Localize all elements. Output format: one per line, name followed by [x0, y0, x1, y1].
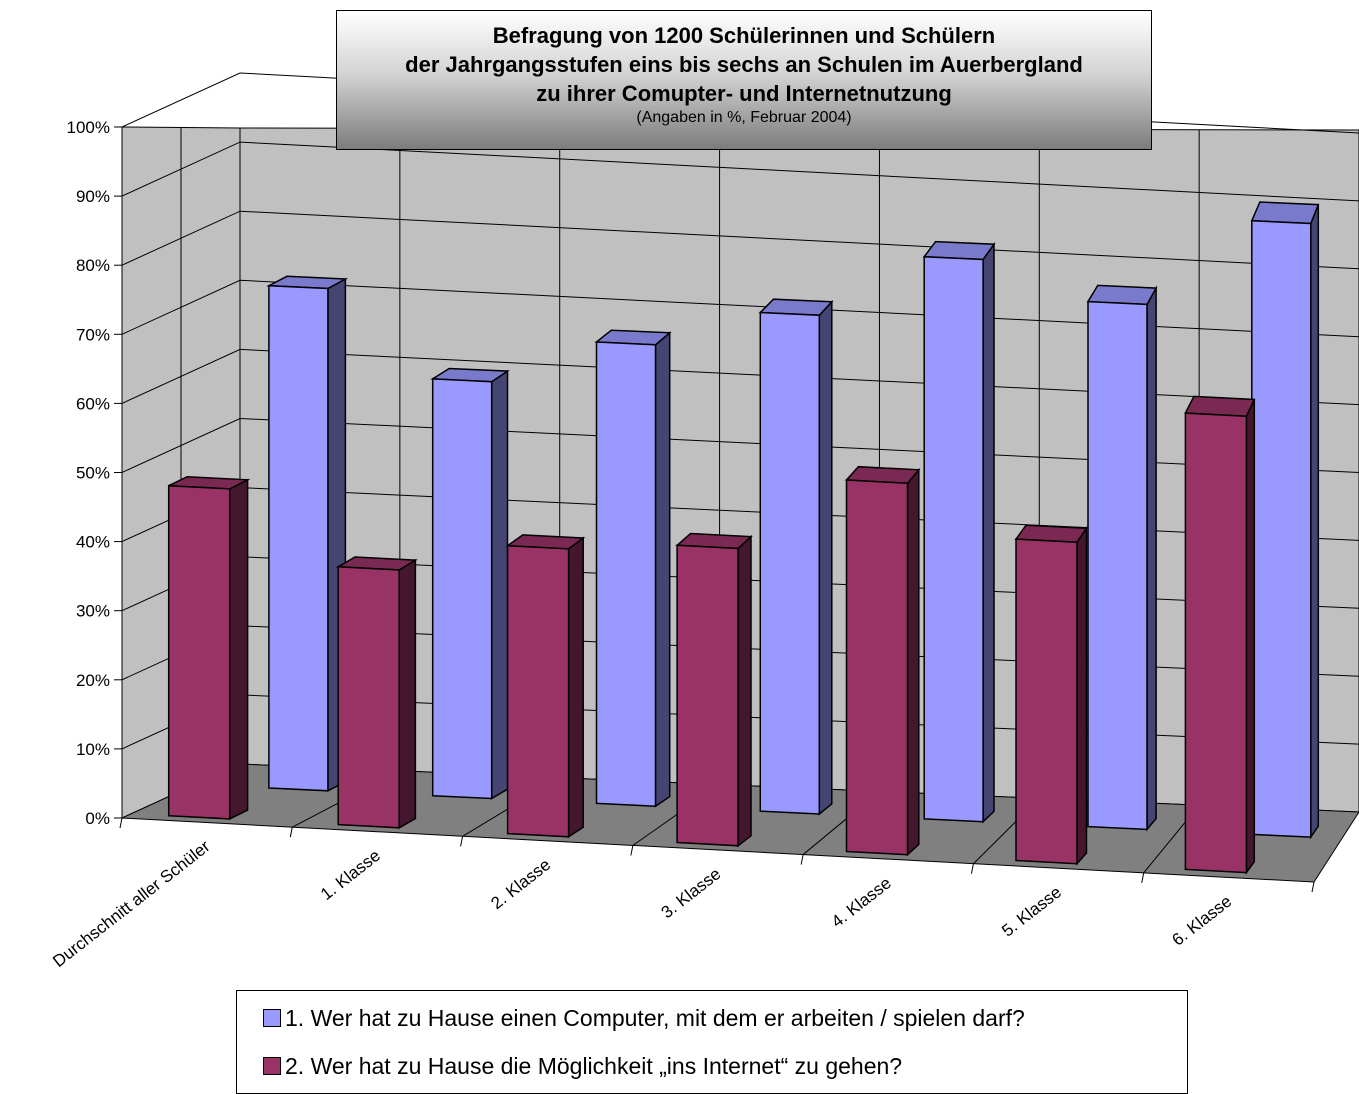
bar-series1-top: [1250, 201, 1320, 225]
x-tick-7: [1311, 881, 1315, 893]
chart-subtitle: (Angaben in %, Februar 2004): [636, 109, 852, 126]
bar-series2: [167, 475, 251, 821]
bar-series1-front: [1087, 300, 1148, 831]
bar-series2: [1184, 395, 1256, 875]
bar-series1-side: [490, 369, 509, 800]
x-category-label: 1. Klasse: [317, 846, 384, 904]
chart-title-line-1: Befragung von 1200 Schülerinnen und Schü…: [492, 23, 996, 48]
x-tick-3: [630, 845, 634, 856]
y-tick-label: 30%: [76, 602, 110, 621]
bar-series1-front: [923, 255, 984, 823]
y-tick-label: 0%: [85, 809, 110, 828]
legend-label-computer: 1. Wer hat zu Hause einen Computer, mit …: [285, 1005, 1025, 1031]
bar-series2: [335, 556, 418, 830]
bar-series1-front: [1251, 219, 1312, 838]
bar-series1-side: [1146, 285, 1157, 832]
y-tick-label: 100%: [67, 118, 110, 137]
bar-series2-side: [567, 536, 584, 839]
y-tick-label: 90%: [76, 187, 110, 206]
bar-series2-front: [1184, 412, 1248, 874]
bar-series1-front: [595, 341, 657, 807]
x-category-label: Durchschnitt aller Schüler: [49, 837, 214, 971]
y-axis: 0% 10% 20% 30% 40% 50% 60% 70% 80% 90% 100%: [67, 118, 123, 828]
y-tick-label: 10%: [76, 740, 110, 759]
bar-series2-side: [737, 534, 752, 848]
bar-series1: [758, 298, 834, 816]
bar-series1-side: [982, 241, 995, 824]
bar-series2-side: [228, 478, 249, 821]
x-tick-6: [1141, 872, 1145, 883]
legend-swatch-internet: [263, 1057, 281, 1075]
bar-series2: [1014, 524, 1088, 866]
bar-series2: [675, 532, 753, 848]
legend-swatch-computer: [263, 1009, 281, 1027]
chart-title-box: Befragung von 1200 Schülerinnen und Schü…: [336, 10, 1152, 150]
x-tick-4: [800, 854, 804, 865]
y-tick-label: 80%: [76, 256, 110, 275]
gridline-9: [121, 141, 1359, 202]
x-category-label: 5. Klasse: [998, 882, 1065, 940]
bar-series1: [266, 275, 349, 793]
y-tick-label: 50%: [76, 464, 110, 483]
x-tick-5: [970, 863, 974, 874]
legend-item-internet: 2. Wer hat zu Hause die Möglichkeit „ins…: [263, 1053, 902, 1080]
bar-series1: [1086, 284, 1158, 832]
bar-series2: [505, 534, 586, 839]
bar-series2-front: [167, 484, 231, 820]
bar-series1: [430, 367, 510, 800]
bar-series1: [594, 329, 672, 808]
bar-series2-front: [1015, 538, 1078, 865]
x-category-label: 6. Klasse: [1169, 892, 1236, 950]
chart-title-line-3: zu ihrer Comupter- und Internetnutzung: [536, 81, 952, 106]
bar-series2-front: [845, 479, 909, 856]
bar-series1-side: [818, 299, 833, 816]
x-tick-1: [289, 827, 293, 838]
x-category-label: 3. Klasse: [658, 864, 725, 922]
bar-series2-front: [337, 566, 400, 829]
bar-series1-side: [1310, 204, 1320, 840]
y-tick-label: 40%: [76, 533, 110, 552]
bar-series1: [922, 240, 996, 824]
x-category-label: 4. Klasse: [828, 873, 895, 931]
bar-series2-side: [906, 467, 920, 857]
bar-series2-front: [676, 544, 739, 847]
legend-item-computer: 1. Wer hat zu Hause einen Computer, mit …: [263, 1005, 1025, 1032]
bar-series2-side: [398, 558, 417, 830]
bar-series2-side: [1245, 399, 1256, 875]
legend-label-internet: 2. Wer hat zu Hause die Möglichkeit „ins…: [285, 1053, 903, 1079]
x-category-label: 2. Klasse: [487, 855, 554, 913]
bar-series2: [844, 465, 921, 857]
bar-series1-front: [759, 311, 821, 815]
chart-title-line-2: der Jahrgangsstufen eins bis sechs an Sc…: [405, 52, 1083, 77]
bar-series1-front: [431, 378, 493, 800]
y-tick-label: 60%: [76, 394, 110, 413]
x-tick-2: [460, 836, 464, 847]
bar-series2-front: [506, 544, 570, 838]
y-tick-label: 70%: [76, 325, 110, 344]
bar-series1-front: [268, 284, 329, 792]
x-tick-0: [119, 817, 123, 829]
bar-series2-side: [1076, 525, 1088, 866]
legend: 1. Wer hat zu Hause einen Computer, mit …: [236, 990, 1188, 1094]
y-tick-label: 20%: [76, 671, 110, 690]
bar-series1-side: [654, 331, 671, 808]
bar-series1: [1250, 201, 1320, 840]
